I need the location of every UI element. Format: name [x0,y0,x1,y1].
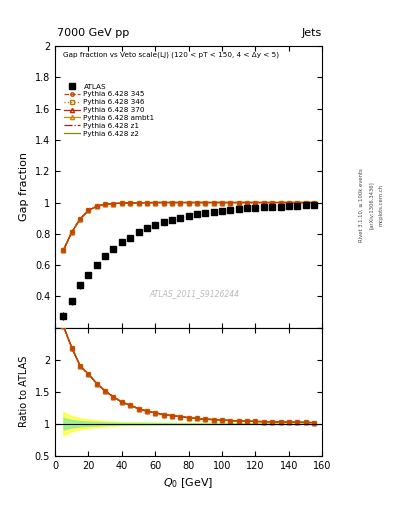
Y-axis label: Ratio to ATLAS: Ratio to ATLAS [19,356,29,428]
Text: Rivet 3.1.10, ≥ 100k events: Rivet 3.1.10, ≥ 100k events [359,168,364,242]
Y-axis label: Gap fraction: Gap fraction [19,153,29,221]
Text: 7000 GeV pp: 7000 GeV pp [57,28,129,38]
Text: Jets: Jets [301,28,321,38]
X-axis label: $Q_0$ [GeV]: $Q_0$ [GeV] [163,476,214,490]
Legend: ATLAS, Pythia 6.428 345, Pythia 6.428 346, Pythia 6.428 370, Pythia 6.428 ambt1,: ATLAS, Pythia 6.428 345, Pythia 6.428 34… [64,83,154,137]
Text: [arXiv:1306.3436]: [arXiv:1306.3436] [369,181,374,229]
Text: Gap fraction vs Veto scale(LJ) (120 < pT < 150, 4 < Δy < 5): Gap fraction vs Veto scale(LJ) (120 < pT… [63,52,279,58]
Text: mcplots.cern.ch: mcplots.cern.ch [379,184,384,226]
Text: ATLAS_2011_S9126244: ATLAS_2011_S9126244 [149,289,239,298]
